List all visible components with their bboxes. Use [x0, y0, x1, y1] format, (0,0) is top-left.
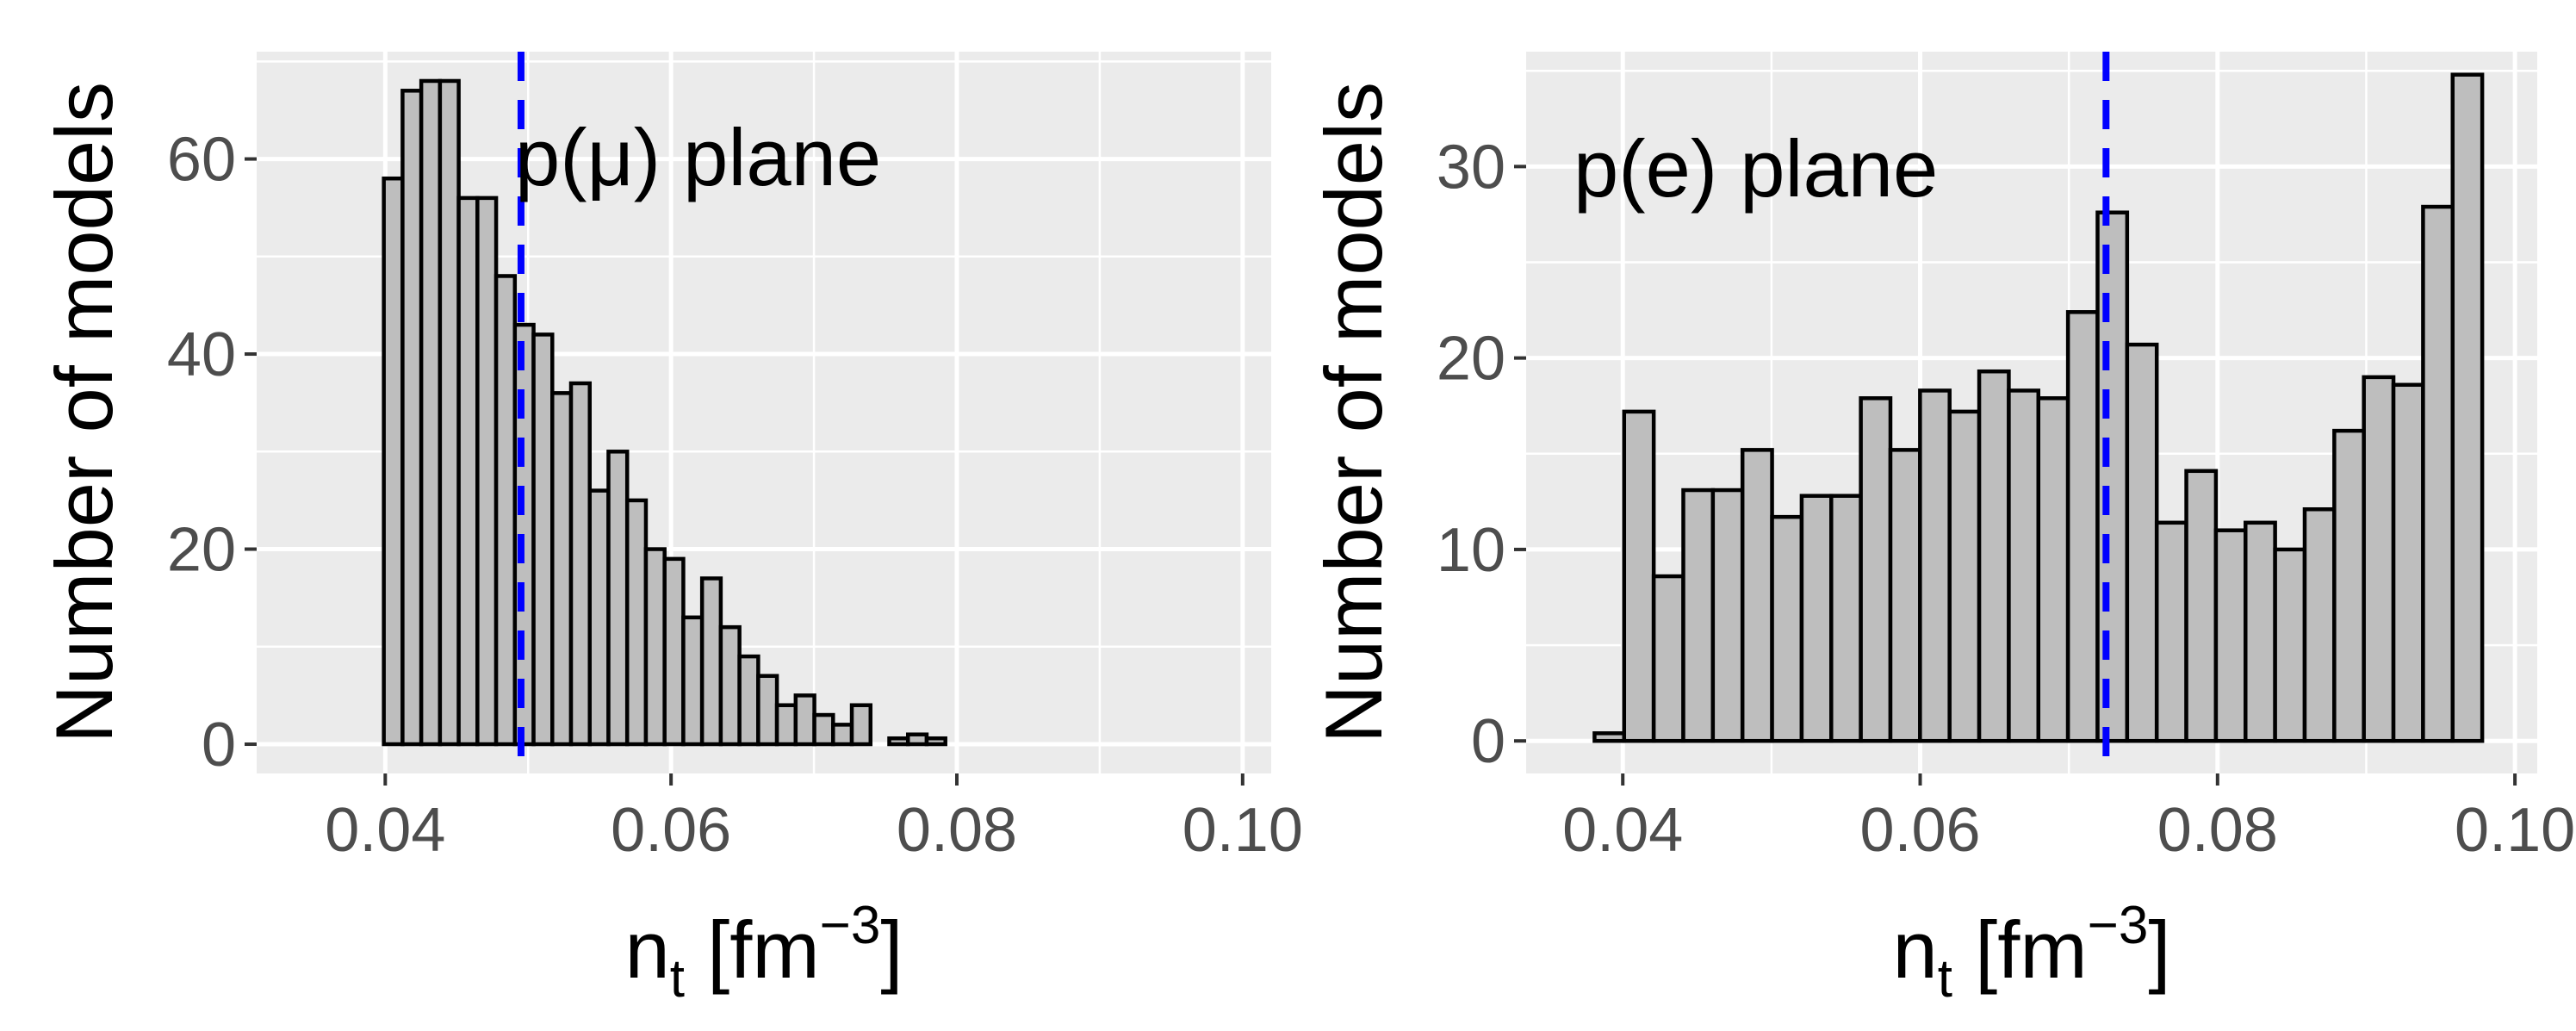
histogram-bar — [737, 654, 760, 747]
histogram-bar — [2036, 396, 2070, 743]
histogram-bar — [2302, 507, 2337, 743]
histogram-bar — [382, 176, 405, 747]
histogram-bar — [1977, 369, 2011, 743]
x-tick-label: 0.06 — [1859, 796, 1980, 865]
y-tick-label: 0 — [1471, 707, 1505, 776]
x-axis-ticks: 0.04 0.06 0.08 0.10 — [1562, 773, 2575, 865]
x-tick-label: 0.04 — [325, 796, 445, 865]
histogram-bar — [662, 556, 686, 747]
histogram-bar — [2154, 520, 2188, 743]
histogram-bars — [382, 78, 947, 747]
histogram-bar — [831, 723, 854, 747]
histogram-bar — [2332, 428, 2366, 743]
histogram-bar — [718, 624, 742, 747]
x-axis-title: nt [fm−3] — [1893, 896, 2171, 1009]
histogram-bar — [2213, 528, 2248, 743]
x-axis-title: nt [fm−3] — [625, 896, 903, 1009]
histogram-bar — [1859, 396, 1893, 743]
x-tick-label: 0.10 — [2455, 796, 2575, 865]
histogram-bar — [2244, 520, 2277, 743]
histogram-bar — [456, 196, 480, 747]
y-tick-label: 20 — [1437, 325, 1505, 394]
y-axis-ticks: 0 20 40 60 — [167, 126, 257, 779]
panel-annotation: p(μ) plane — [515, 112, 881, 202]
histogram-bar — [812, 712, 835, 747]
histogram-bar — [756, 674, 779, 747]
x-tick-label: 0.10 — [1182, 796, 1303, 865]
histogram-bar — [1740, 448, 1774, 743]
histogram-bar — [849, 703, 873, 747]
histogram-bar — [924, 736, 947, 747]
histogram-bar — [2391, 382, 2425, 743]
histogram-bar — [1918, 388, 1952, 743]
histogram-bar — [1681, 488, 1716, 743]
x-axis-ticks: 0.04 0.06 0.08 0.10 — [325, 773, 1303, 865]
y-axis-title: Number of models — [1308, 82, 1399, 743]
histogram-bars — [1592, 72, 2485, 743]
histogram-bar — [1710, 488, 1745, 743]
histogram-bar — [1799, 494, 1834, 743]
x-tick-label: 0.04 — [1562, 796, 1683, 865]
histogram-bar — [699, 576, 723, 747]
x-tick-label: 0.06 — [611, 796, 731, 865]
y-axis-title: Number of models — [39, 82, 129, 743]
histogram-bar — [1888, 448, 1922, 743]
histogram-bar — [2095, 210, 2130, 743]
histogram-bar — [2273, 547, 2307, 743]
y-tick-label: 60 — [167, 126, 236, 195]
y-tick-label: 0 — [202, 711, 236, 779]
x-tick-label: 0.08 — [897, 796, 1017, 865]
histogram-bar — [606, 450, 630, 747]
y-tick-label: 30 — [1437, 133, 1505, 202]
histogram-bar — [400, 89, 424, 747]
histogram-bar — [774, 703, 798, 747]
histogram-bar — [1651, 574, 1685, 743]
histogram-bar — [2362, 375, 2396, 743]
histogram-bar — [887, 736, 910, 747]
y-tick-label: 20 — [167, 516, 236, 585]
histogram-bar — [568, 381, 592, 747]
histogram-bar — [587, 488, 611, 747]
histogram-bar — [793, 693, 816, 747]
y-axis-ticks: 0 10 20 30 — [1437, 133, 1526, 776]
panel-p-mu: 0 20 40 60 0.04 0.06 0.08 0.10 p(μ) plane nt [… — [39, 52, 1303, 1009]
histogram-bar — [1592, 731, 1627, 743]
histogram-bar — [2450, 72, 2485, 743]
histogram-bar — [643, 547, 667, 747]
histogram-bar — [2007, 388, 2041, 743]
histogram-bar — [419, 78, 443, 747]
y-tick-label: 40 — [167, 320, 236, 389]
histogram-bar — [531, 332, 555, 747]
histogram-bar — [475, 196, 499, 747]
histogram-bar — [1947, 409, 1982, 743]
histogram-bar — [624, 498, 649, 747]
histogram-bar — [2065, 310, 2100, 743]
histogram-bar — [2125, 342, 2159, 743]
histogram-bar — [905, 732, 929, 747]
histogram-bar — [1770, 514, 1804, 743]
histogram-bar — [438, 78, 461, 747]
y-tick-label: 10 — [1437, 516, 1505, 585]
histogram-bar — [1622, 409, 1656, 743]
histogram-bar — [681, 615, 705, 747]
histogram-bar — [2184, 469, 2219, 743]
x-tick-label: 0.08 — [2157, 796, 2278, 865]
panel-annotation: p(e) plane — [1574, 123, 1938, 214]
histogram-bar — [493, 274, 518, 747]
histogram-bar — [550, 391, 574, 747]
histogram-bar — [1829, 494, 1863, 743]
panel-p-e: 0 10 20 30 0.04 0.06 0.08 0.10 p(e) plane nt [… — [1308, 52, 2575, 1009]
histogram-bar — [2421, 204, 2455, 743]
